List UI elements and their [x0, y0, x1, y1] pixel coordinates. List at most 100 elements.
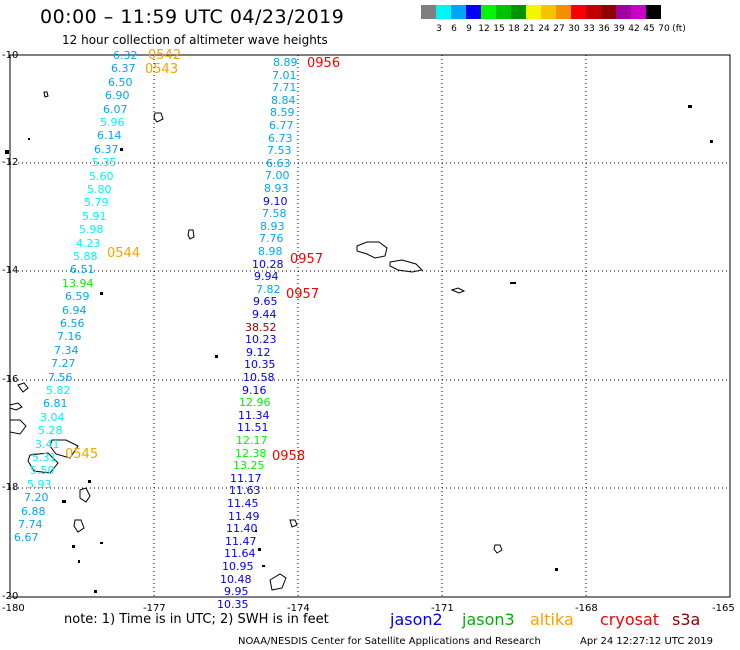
satellite-s3a: s3a	[672, 610, 701, 629]
swh-value: 9.44	[252, 308, 277, 321]
swh-value: 6.90	[105, 89, 130, 103]
swh-value: 9.12	[246, 345, 271, 359]
island	[17, 382, 29, 393]
swh-value: 11.64	[224, 547, 256, 561]
swh-value: 6.81	[43, 397, 68, 411]
legend-swatch	[496, 5, 511, 19]
swh-value: 6.14	[97, 129, 122, 143]
swh-value: 10.35	[244, 358, 276, 372]
swh-value: 12.96	[239, 396, 271, 410]
swh-value: 6.32	[113, 49, 138, 62]
swh-value: 5.35	[92, 156, 117, 170]
satellite-jason2: jason2	[390, 610, 443, 629]
legend-label: 36	[598, 24, 610, 34]
swh-value: 7.74	[18, 518, 43, 531]
swh-value: 8.98	[258, 245, 283, 258]
legend-swatch	[466, 5, 481, 19]
pass-time-label: 0543	[145, 62, 179, 77]
lat-label: -12	[2, 157, 19, 168]
pass-time-label: 0545	[65, 447, 99, 462]
legend-label: (ft)	[672, 24, 686, 34]
pass-time-label: 0957	[286, 287, 320, 302]
swh-value: 5.98	[79, 223, 104, 237]
legend-label: 39	[613, 24, 625, 34]
swh-value: 11.40	[226, 522, 258, 536]
island	[9, 402, 23, 411]
swh-value: 6.77	[269, 119, 294, 132]
pass-time-label: 0544	[107, 246, 141, 261]
satellite-cryosat: cryosat	[600, 610, 660, 629]
swh-value: 10.28	[252, 257, 284, 271]
swh-value: 6.59	[65, 290, 90, 304]
swh-value: 5.82	[46, 384, 71, 397]
legend-label: 33	[583, 24, 595, 34]
generated-timestamp: Apr 24 12:27:12 UTC 2019	[580, 636, 713, 647]
swh-value: 6.50	[108, 75, 133, 89]
legend-label: 9	[466, 24, 472, 34]
lon-label: -177	[143, 603, 166, 614]
island	[289, 519, 298, 528]
map-title: 00:00 – 11:59 UTC 04/23/2019	[40, 6, 345, 28]
swh-value: 9.10	[263, 194, 288, 208]
lon-label: -174	[287, 603, 310, 614]
swh-value: 10.48	[220, 572, 252, 586]
lat-label: -20	[2, 591, 19, 602]
island	[9, 419, 27, 435]
swh-value: 9.95	[224, 585, 249, 599]
swh-value: 4.23	[76, 236, 101, 250]
legend-swatch	[511, 5, 526, 19]
swh-value: 5.96	[100, 116, 125, 129]
swh-value: 8.93	[264, 182, 289, 195]
legend-label: 27	[553, 24, 565, 34]
legend-swatch	[421, 5, 436, 19]
island-fiji-viti-levu	[27, 452, 59, 474]
lon-label: -165	[712, 603, 735, 614]
swh-value: 12.38	[235, 446, 267, 460]
note-text: note: 1) Time is in UTC; 2) SWH is in fe…	[64, 612, 329, 627]
swh-value: 5.93	[27, 477, 52, 491]
legend-label: 45	[643, 24, 655, 34]
swh-value: 5.88	[73, 250, 98, 263]
legend-swatch	[541, 5, 556, 19]
swh-value: 7.00	[265, 169, 290, 183]
island	[450, 287, 466, 294]
legend-label: 3	[436, 24, 442, 34]
swh-value: 7.82	[256, 282, 281, 296]
lon-label: -180	[2, 603, 25, 614]
swh-value: 5.79	[84, 196, 109, 210]
swh-value: 6.94	[62, 303, 87, 317]
gridlines	[10, 55, 730, 597]
legend-swatch	[601, 5, 616, 19]
swh-value: 5.28	[38, 424, 63, 438]
legend-label: 24	[538, 24, 550, 34]
swh-value: 7.34	[54, 343, 79, 357]
swh-value: 8.59	[270, 106, 295, 120]
swh-value: 6.67	[14, 531, 39, 545]
swh-value: 11.47	[225, 534, 257, 548]
lon-label: -168	[575, 603, 598, 614]
lat-label: -14	[2, 265, 19, 276]
swh-value: 6.88	[21, 504, 46, 518]
legend-label: 42	[628, 24, 640, 34]
swh-value: 11.34	[238, 408, 270, 422]
swh-value: 5.60	[89, 169, 114, 183]
legend-swatch	[436, 5, 451, 19]
swh-value: 6.37	[111, 62, 136, 76]
island-upolu	[389, 259, 424, 273]
satellite-jason3: jason3	[462, 610, 515, 629]
island	[43, 91, 49, 98]
map-frame	[9, 54, 731, 598]
swh-value: 6.37	[94, 142, 119, 156]
legend-swatch	[526, 5, 541, 19]
island	[187, 229, 195, 240]
legend-swatch	[571, 5, 586, 19]
legend-swatch	[586, 5, 601, 19]
swh-value: 7.01	[272, 68, 297, 82]
island-fiji-vanua-levu	[49, 439, 79, 459]
swh-value: 11.45	[227, 497, 259, 510]
legend-swatch	[481, 5, 496, 19]
small-islets	[5, 105, 713, 593]
island	[269, 573, 287, 591]
pass-time-label: 0957	[290, 252, 324, 267]
